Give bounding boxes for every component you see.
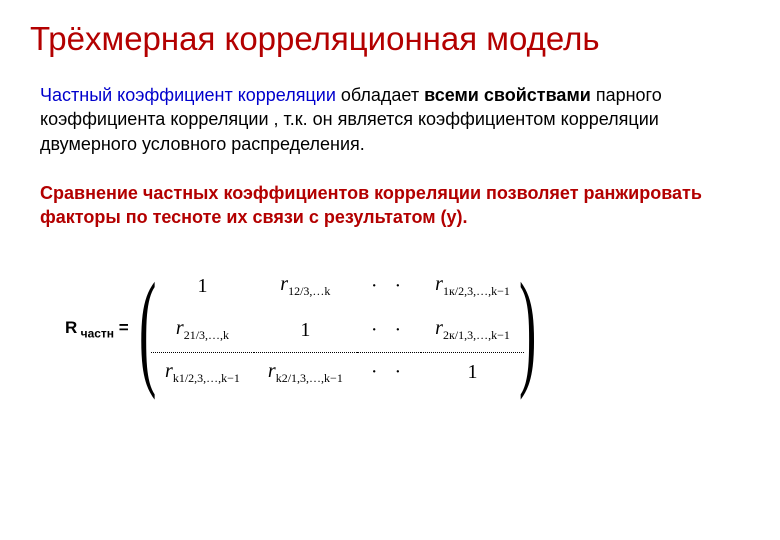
matrix-block: R частн = ( 1 r12/3,…k · · r1к/2,3,…,k−1… (65, 264, 750, 394)
left-paren: ( (139, 264, 156, 394)
cell-11: 1 (151, 264, 254, 308)
matrix-label-r: R (65, 318, 77, 337)
cell-31: rk1/2,3,…,k−1 (151, 352, 254, 394)
right-paren: ) (519, 264, 536, 394)
para1-mid1: обладает (336, 85, 424, 105)
cell-13: · · (357, 264, 421, 308)
matrix-row-2: r21/3,…,k 1 · · r2к/1,3,…,k−1 (151, 308, 524, 352)
para1-lead: Частный коэффициент корреляции (40, 85, 336, 105)
cell-22: 1 (254, 308, 357, 352)
cell-23: · · (357, 308, 421, 352)
paragraph-1: Частный коэффициент корреляции обладает … (40, 83, 750, 156)
cell-24: r2к/1,3,…,k−1 (421, 308, 524, 352)
cell-33: · · (357, 352, 421, 394)
cell-14: r1к/2,3,…,k−1 (421, 264, 524, 308)
matrix-wrap: ( 1 r12/3,…k · · r1к/2,3,…,k−1 r21/3,…,k… (144, 264, 531, 394)
matrix-label-sub: частн (77, 327, 114, 341)
cell-21: r21/3,…,k (151, 308, 254, 352)
matrix-row-3: rk1/2,3,…,k−1 rk2/1,3,…,k−1 · · 1 (151, 352, 524, 394)
paragraph-2: Сравнение частных коэффициентов корреляц… (40, 181, 750, 230)
matrix-label-eq: = (114, 318, 129, 337)
matrix-table: 1 r12/3,…k · · r1к/2,3,…,k−1 r21/3,…,k 1… (151, 264, 524, 394)
matrix-label: R частн = (65, 318, 129, 340)
para1-bold1: всеми свойствами (424, 85, 591, 105)
cell-32: rk2/1,3,…,k−1 (254, 352, 357, 394)
matrix-row-1: 1 r12/3,…k · · r1к/2,3,…,k−1 (151, 264, 524, 308)
cell-12: r12/3,…k (254, 264, 357, 308)
slide-title: Трёхмерная корреляционная модель (30, 20, 750, 58)
cell-34: 1 (421, 352, 524, 394)
